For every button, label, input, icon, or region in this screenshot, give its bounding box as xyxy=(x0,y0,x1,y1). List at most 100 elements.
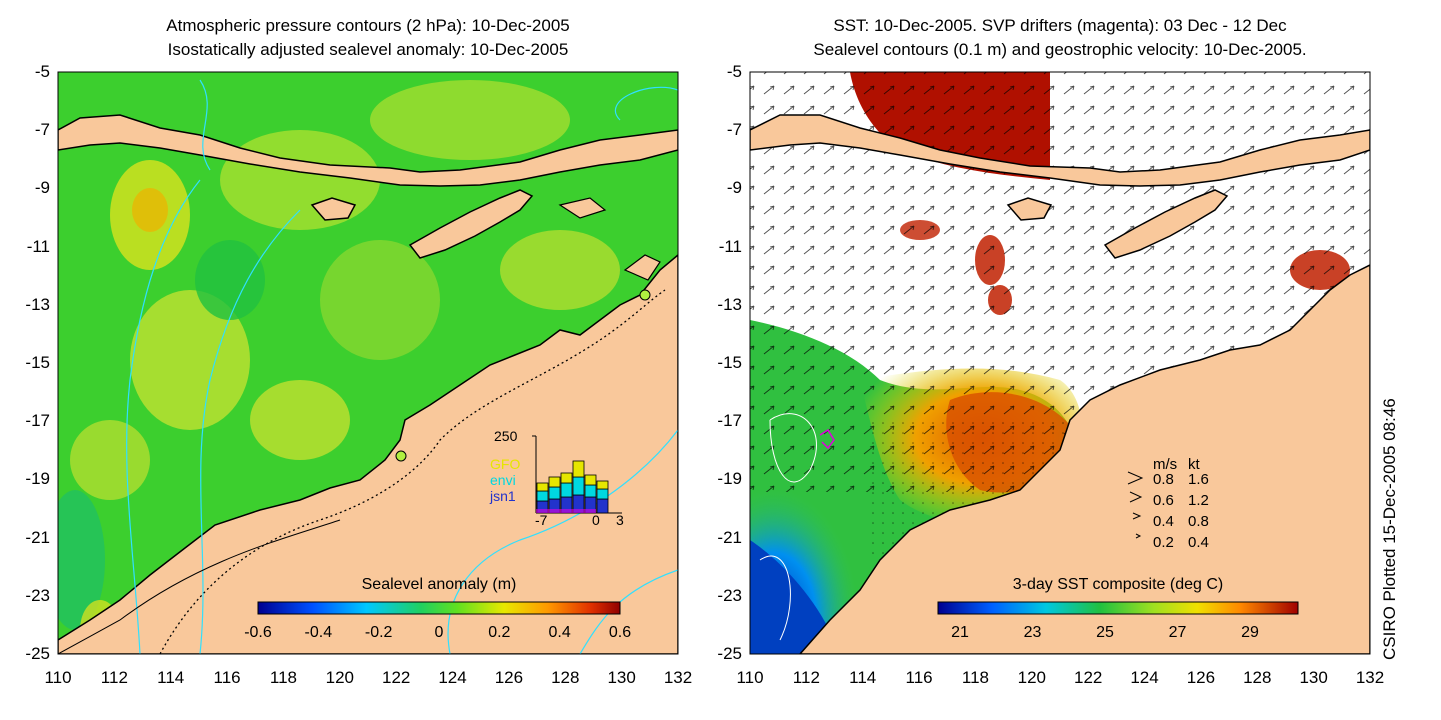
colorbar-tick-label: 0.2 xyxy=(488,624,511,641)
velocity-legend-header-ms: m/s xyxy=(1153,456,1178,473)
y-tick-label: -5 xyxy=(34,62,50,81)
colorbar-tick-label: -0.6 xyxy=(244,624,272,641)
velocity-ms-value: 0.8 xyxy=(1153,471,1174,488)
velocity-kt-value: 0.8 xyxy=(1188,513,1209,530)
left-title-line2: Isostatically adjusted sealevel anomaly:… xyxy=(167,40,569,59)
colorbar-tick-label: -0.2 xyxy=(364,624,393,641)
y-tick-label: -19 xyxy=(25,469,50,489)
colorbar-tick-label: 29 xyxy=(1241,624,1259,641)
x-tick-label: 110 xyxy=(44,668,72,687)
inset-legend-entry: GFO xyxy=(490,456,521,472)
y-tick-label: -13 xyxy=(717,294,742,314)
velocity-ms-value: 0.6 xyxy=(1153,492,1174,509)
y-tick-label: -21 xyxy=(717,527,742,547)
inset-bar xyxy=(560,472,573,484)
velocity-kt-value: 1.2 xyxy=(1188,492,1209,509)
y-tick-label: -9 xyxy=(34,178,50,198)
credit-text: CSIRO Plotted 15-Dec-2005 08:46 xyxy=(1380,398,1399,660)
velocity-ms-value: 0.4 xyxy=(1153,513,1174,530)
colorbar-tick-label: 0.4 xyxy=(548,624,571,641)
colorbar-tick-label: 21 xyxy=(951,624,969,641)
right-title-line2: Sealevel contours (0.1 m) and geostrophi… xyxy=(813,40,1307,59)
y-tick-label: -17 xyxy=(25,411,50,431)
inset-histogram xyxy=(532,435,622,514)
inset-x-tick-label: -7 xyxy=(535,512,548,528)
right-map xyxy=(750,72,1370,654)
y-tick-label: -11 xyxy=(718,236,742,256)
x-tick-label: 114 xyxy=(849,668,877,687)
x-tick-label: 116 xyxy=(905,668,933,687)
inset-bar xyxy=(560,482,573,498)
x-tick-label: 128 xyxy=(1243,668,1272,687)
x-tick-label: 116 xyxy=(213,668,241,687)
x-tick-label: 132 xyxy=(663,668,693,687)
velocity-legend-arrows xyxy=(1127,471,1144,539)
x-tick-label: 130 xyxy=(1299,668,1328,687)
inset-y-max: 250 xyxy=(494,428,518,444)
inset-legend-entry: jsn1 xyxy=(490,488,516,504)
inset-bar xyxy=(584,474,597,486)
inset-bar xyxy=(548,476,561,488)
y-tick-label: -23 xyxy=(25,585,50,605)
left-title-line1: Atmospheric pressure contours (2 hPa): 1… xyxy=(166,16,570,35)
y-tick-label: -25 xyxy=(717,644,742,663)
velocity-legend-header-kt: kt xyxy=(1188,456,1200,473)
colorbar-tick-label: 27 xyxy=(1168,624,1187,641)
colorbar-tick-label: 23 xyxy=(1023,624,1042,641)
x-tick-label: 118 xyxy=(961,668,989,687)
y-tick-label: -5 xyxy=(726,62,742,81)
x-tick-label: 126 xyxy=(494,668,524,687)
left-colorbar-title: Sealevel anomaly (m) xyxy=(361,576,517,593)
right-colorbar xyxy=(937,601,1299,615)
y-tick-label: -17 xyxy=(717,411,742,431)
x-tick-label: 122 xyxy=(1073,668,1103,687)
x-tick-label: 126 xyxy=(1186,668,1216,687)
inset-bar xyxy=(536,490,549,502)
x-tick-label: 120 xyxy=(1017,668,1046,687)
y-tick-label: -19 xyxy=(717,469,742,489)
y-tick-label: -23 xyxy=(717,585,742,605)
x-tick-label: 124 xyxy=(1130,668,1159,687)
y-tick-label: -11 xyxy=(26,236,50,256)
y-tick-label: -7 xyxy=(34,120,50,140)
y-tick-label: -7 xyxy=(726,120,742,140)
inset-bar xyxy=(548,486,561,500)
colorbar-tick-label: 0 xyxy=(434,624,444,641)
inset-bar xyxy=(596,498,609,514)
colorbar-tick-label: 25 xyxy=(1096,624,1114,641)
inset-x-tick-label: 3 xyxy=(616,512,624,528)
inset-bar xyxy=(536,482,549,492)
y-tick-label: -15 xyxy=(717,353,742,372)
y-tick-label: -25 xyxy=(25,644,50,663)
y-tick-label: -15 xyxy=(25,353,50,372)
y-tick-label: -9 xyxy=(726,178,742,198)
x-tick-label: 132 xyxy=(1355,668,1385,687)
colorbar-tick-label: 0.6 xyxy=(608,624,632,641)
right-colorbar-title: 3-day SST composite (deg C) xyxy=(1012,576,1224,593)
x-tick-label: 118 xyxy=(269,668,297,687)
x-tick-label: 120 xyxy=(325,668,354,687)
inset-bar xyxy=(596,480,609,490)
inset-legend-entry: envi xyxy=(490,472,516,488)
x-tick-label: 112 xyxy=(792,668,820,687)
right-title-line1: SST: 10-Dec-2005. SVP drifters (magenta)… xyxy=(833,16,1287,35)
x-tick-label: 128 xyxy=(551,668,580,687)
y-tick-label: -21 xyxy=(25,527,50,547)
inset-bar xyxy=(596,488,609,500)
velocity-kt-value: 1.6 xyxy=(1188,471,1209,488)
x-tick-label: 122 xyxy=(381,668,411,687)
inset-bar xyxy=(572,476,585,496)
inset-bar xyxy=(584,484,597,498)
inset-x-tick-label: 0 xyxy=(592,512,600,528)
left-map xyxy=(58,72,678,654)
x-tick-label: 114 xyxy=(157,668,185,687)
velocity-kt-value: 0.4 xyxy=(1188,534,1209,551)
x-tick-label: 112 xyxy=(100,668,128,687)
x-tick-label: 110 xyxy=(736,668,764,687)
x-tick-label: 130 xyxy=(607,668,636,687)
inset-bar xyxy=(572,460,585,478)
velocity-ms-value: 0.2 xyxy=(1153,534,1174,551)
left-colorbar xyxy=(257,601,621,615)
y-tick-label: -13 xyxy=(25,294,50,314)
